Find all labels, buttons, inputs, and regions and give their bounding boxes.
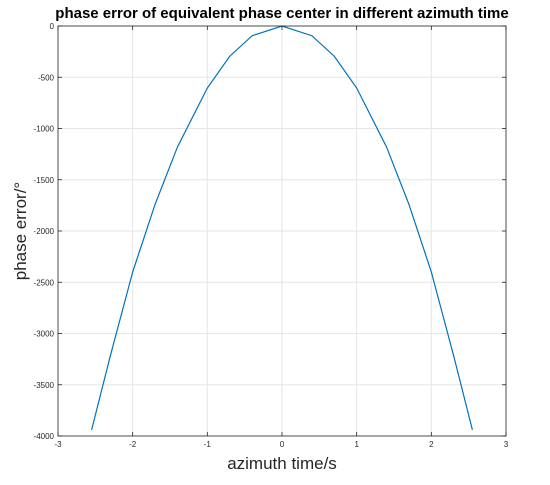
- x-tick-label: 1: [354, 440, 359, 449]
- y-tick-label: -3500: [34, 381, 55, 390]
- y-tick-label: -1500: [34, 176, 55, 185]
- x-tick-label: -1: [204, 440, 212, 449]
- y-tick-label: 0: [50, 22, 55, 31]
- y-tick-label: -4000: [34, 432, 55, 441]
- x-tick-label: 2: [429, 440, 434, 449]
- plot-frame: [57, 25, 507, 437]
- y-tick-label: -1000: [34, 125, 55, 134]
- y-tick-label: -2000: [34, 227, 55, 236]
- y-tick-label: -500: [38, 73, 55, 82]
- chart-title: phase error of equivalent phase center i…: [55, 5, 508, 22]
- axis-ticks: -3 -2 -1 0 1 2 3 0 -500 -1000 -1500 -2000 -2500 -3000…: [34, 22, 509, 449]
- x-tick-label: 3: [504, 440, 509, 449]
- x-tick-label: -2: [129, 440, 137, 449]
- y-tick-label: -3000: [34, 330, 55, 339]
- y-tick-label: -2500: [34, 278, 55, 287]
- x-tick-label: -3: [54, 440, 62, 449]
- x-axis-label: azimuth time/s: [227, 454, 337, 473]
- y-axis-label: phase error/°: [11, 182, 30, 280]
- x-tick-label: 0: [280, 440, 285, 449]
